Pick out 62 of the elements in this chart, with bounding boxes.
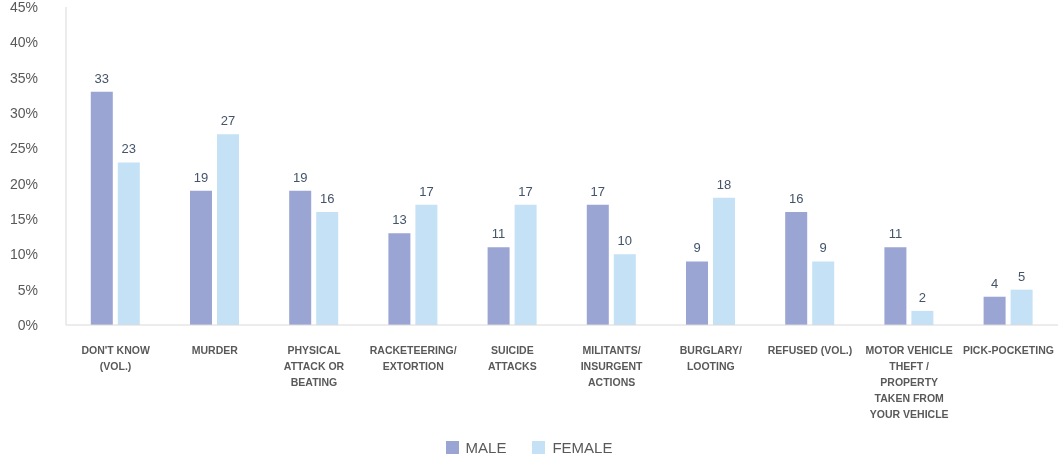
y-tick-label: 10% [9, 246, 38, 263]
bar [415, 204, 438, 325]
y-tick-label: 40% [9, 34, 38, 51]
bar [884, 247, 907, 325]
legend-label: FEMALE [552, 438, 613, 456]
y-tick-label: 25% [9, 140, 38, 157]
bar [514, 204, 537, 325]
y-tick-label: 15% [9, 210, 38, 227]
data-label: 16 [319, 190, 335, 206]
data-label: 17 [518, 183, 533, 199]
data-label: 9 [819, 240, 827, 256]
x-tick-label: PHYSICAL ATTACK OR BEATING [283, 344, 345, 388]
data-label: 9 [693, 240, 701, 256]
x-tick-label: REFUSED (VOL.) [767, 344, 853, 356]
bar [117, 162, 140, 325]
bar [1010, 289, 1033, 325]
x-tick-label: RACKETEERING/ EXTORTION [369, 344, 457, 372]
x-tick-label: SUICIDE ATTACKS [488, 344, 537, 372]
bar [812, 261, 835, 325]
y-tick-label: 30% [9, 104, 38, 121]
x-tick-label: MILITANTS/ INSURGENT ACTIONS [580, 344, 644, 388]
x-tick-label: BURGLARY/ LOOTING [679, 344, 742, 372]
data-label: 16 [788, 190, 804, 206]
data-label: 5 [1017, 268, 1026, 284]
bar [586, 204, 609, 325]
y-tick-label: 5% [17, 281, 38, 298]
data-label: 4 [990, 275, 999, 291]
bar [190, 190, 212, 325]
data-label: 19 [193, 169, 209, 185]
x-tick-label: DON'T KNOW (VOL.) [81, 344, 150, 372]
y-tick-label: 20% [9, 175, 38, 192]
x-tick-label: PICK-POCKETING [962, 344, 1054, 356]
data-label: 17 [419, 183, 434, 199]
y-tick-label: 0% [17, 316, 38, 333]
x-tick-label: MURDER [191, 344, 239, 356]
bar [613, 254, 636, 325]
bar [713, 197, 735, 325]
bar [785, 211, 808, 325]
data-label: 27 [220, 113, 236, 129]
data-label: 13 [392, 212, 407, 228]
bar [686, 261, 708, 325]
data-label: 11 [888, 226, 903, 242]
bar [388, 233, 411, 325]
bar [487, 247, 510, 325]
bar [90, 91, 113, 325]
y-tick-label: 45% [9, 0, 38, 15]
data-label: 10 [617, 233, 633, 249]
bar [289, 190, 312, 325]
data-label: 11 [491, 226, 506, 242]
bar [316, 211, 339, 325]
data-label: 19 [292, 169, 308, 185]
data-label: 33 [94, 70, 110, 86]
x-tick-label: MOTOR VEHICLE THEFT / PROPERTY TAKEN FROM YOUR VEHICLE [865, 344, 953, 420]
data-label: 23 [121, 141, 137, 157]
y-tick-label: 35% [9, 69, 38, 86]
data-label: 17 [590, 183, 606, 199]
legend-label: MALE [465, 438, 507, 456]
bar [911, 310, 934, 325]
data-label: 2 [918, 289, 927, 305]
data-label: 18 [716, 176, 732, 192]
bar [217, 134, 239, 325]
bar [983, 296, 1006, 325]
